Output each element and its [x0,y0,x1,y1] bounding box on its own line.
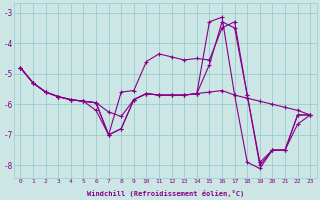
X-axis label: Windchill (Refroidissement éolien,°C): Windchill (Refroidissement éolien,°C) [87,190,244,197]
